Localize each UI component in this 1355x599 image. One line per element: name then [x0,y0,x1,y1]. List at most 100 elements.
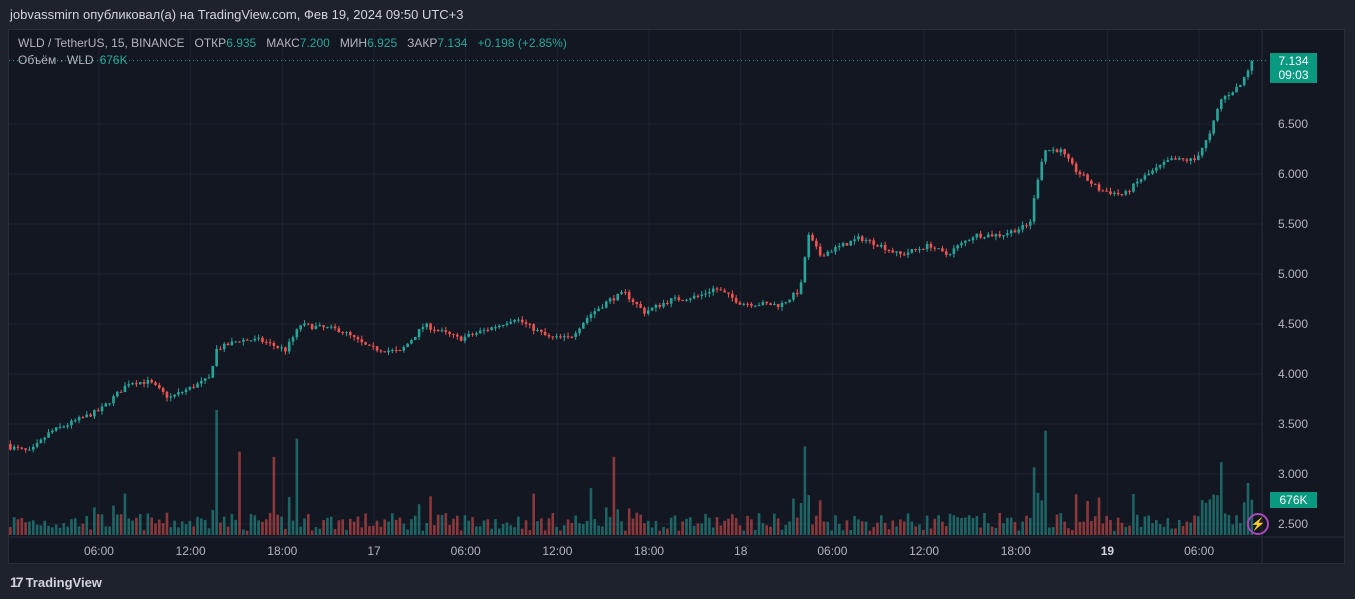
volume-bar [24,522,27,535]
volume-bar [211,509,215,535]
candle-body [310,324,314,329]
volume-bar [1002,523,1005,535]
candle-body [669,298,673,304]
candle-body [1181,158,1185,160]
candle-body [872,240,875,246]
candle-body [1021,225,1024,230]
candle-body [54,427,58,431]
candle-body [234,341,238,343]
tradingview-logo: 17 TradingView [10,574,102,590]
volume-bar [964,517,967,535]
candle-body [784,302,788,304]
candle-body [173,394,176,397]
symbol-name[interactable]: WLD / TetherUS, 15, BINANCE [18,36,185,50]
candle-body [184,389,188,392]
volume-bar [249,513,253,535]
volume-bar [238,451,241,535]
time-tick-label: 19 [1100,544,1115,558]
candle-body [429,323,432,330]
candle-body [902,254,906,256]
volume-bar [589,488,593,535]
chart-panel[interactable] [8,29,1345,564]
volume-bar [876,522,879,535]
candle-body [448,331,451,335]
volume-bar [1151,523,1154,535]
volume-bar [1048,527,1051,535]
volume-bar [1109,519,1112,535]
candle-body [421,327,425,330]
volume-bar [1204,502,1208,535]
candle-body [494,327,497,329]
candle-body [486,329,490,331]
last-volume-tag: 676K [1270,492,1317,508]
candle-body [1174,158,1177,160]
time-tick-label: 06:00 [83,544,114,558]
volume-bar [1086,500,1089,535]
candle-body [158,385,161,389]
candle-body [501,324,505,326]
candle-body [555,336,558,338]
brand-name: TradingView [25,574,102,590]
volume-bar [371,525,375,535]
volume-bar [761,523,765,535]
volume-bar [1093,516,1097,535]
candle-body [1105,190,1108,192]
volume-bar [142,530,146,535]
candle-body [150,380,153,383]
candle-body [146,380,150,384]
volume-bar [158,519,161,535]
volume-bar [253,515,257,535]
lightning-alert-icon[interactable]: ⚡ [1247,513,1269,535]
volume-bar [192,526,195,535]
volume-bar [444,513,448,535]
candle-body [620,291,623,294]
volume-bar [413,515,417,535]
candle-body [337,328,341,333]
volume-bar [387,521,390,535]
candle-body [58,426,62,428]
volume-bar [1223,513,1227,535]
volume-bar [459,530,463,535]
volume-bar [1090,521,1093,535]
candle-body [463,336,467,341]
volume-bar [1097,497,1101,535]
candle-body [471,333,474,335]
volume-bar [333,529,337,535]
volume-bar [1155,520,1158,535]
candle-body [268,342,272,344]
time-tick-label: 17 [367,544,381,558]
price-tick-label: 4.500 [1278,317,1309,331]
volume-bar [89,529,92,535]
volume-bar [291,520,295,535]
volume-label[interactable]: Объём · WLD [18,53,94,67]
candle-body [375,346,379,351]
candle-body [276,345,280,348]
volume-bar [1044,430,1047,535]
volume-bar [287,497,291,535]
candle-body [1132,183,1135,192]
candle-body [662,302,665,307]
candle-body [574,333,577,337]
candle-body [1189,158,1193,161]
candle-body [948,253,952,255]
volume-bar [868,530,872,535]
candle-body [1143,175,1147,180]
volume-bar [899,519,902,535]
volume-bar [631,518,635,535]
candle-body [734,297,738,303]
candle-body [658,305,662,307]
volume-bar [769,526,772,535]
candle-body [547,334,551,337]
volume-bar [505,522,509,535]
candle-body [727,292,730,294]
candle-body [822,255,826,257]
candle-body [597,308,600,312]
volume-bar [994,527,998,535]
candle-body [639,304,642,308]
volume-bar [857,519,860,535]
candle-body [410,340,413,344]
volume-bar [467,520,471,535]
candle-body [444,330,448,332]
volume-bar [234,519,238,535]
